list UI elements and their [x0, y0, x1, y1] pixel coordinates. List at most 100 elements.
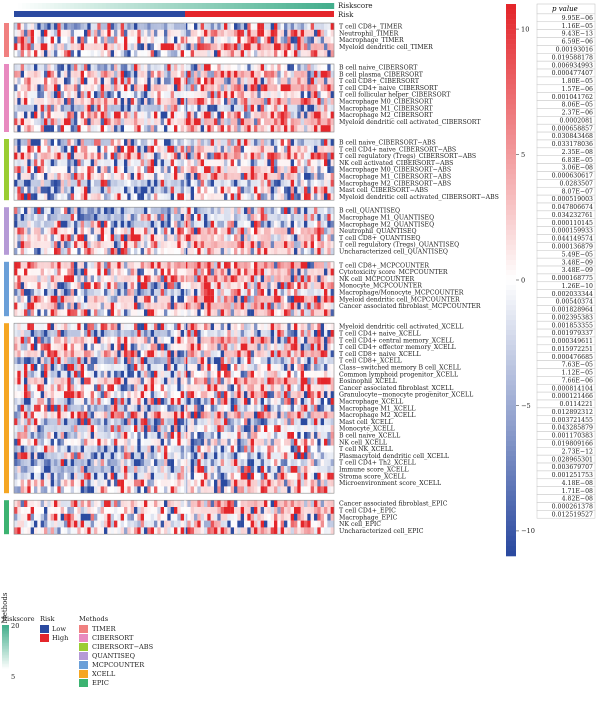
heat-cell: [70, 330, 75, 337]
heat-cell: [194, 377, 198, 385]
heat-cell: [100, 350, 105, 358]
heat-cell: [30, 323, 35, 331]
heat-cell: [17, 309, 21, 317]
heat-cell: [197, 139, 201, 146]
heat-cell: [227, 145, 231, 153]
heat-cell: [177, 377, 181, 385]
heat-cell: [24, 43, 28, 51]
heat-cell: [174, 343, 178, 351]
heat-cell: [240, 309, 245, 317]
heat-cell: [170, 241, 175, 249]
heat-cell: [250, 350, 255, 358]
heat-cell: [117, 357, 121, 365]
heat-cell: [107, 91, 111, 99]
heat-cell: [224, 220, 228, 228]
heat-cell: [164, 364, 168, 371]
heat-cell: [270, 234, 275, 242]
heat-cell: [150, 282, 155, 290]
heat-cell: [74, 391, 78, 399]
heat-cell: [197, 343, 201, 351]
heat-cell: [194, 193, 198, 201]
heat-cell: [140, 152, 145, 160]
heat-cell: [80, 384, 85, 392]
heat-cell: [107, 295, 111, 303]
heat-cell: [234, 323, 238, 331]
heat-cell: [20, 207, 25, 215]
heat-cell: [224, 23, 228, 30]
heat-cell: [180, 64, 185, 71]
heat-cell: [224, 43, 228, 51]
heat-cell: [307, 391, 311, 399]
heat-cell: [74, 43, 78, 51]
heat-cell: [240, 98, 245, 105]
heat-cell: [187, 166, 191, 174]
heat-cell: [164, 179, 168, 187]
heat-cell: [124, 391, 128, 399]
heat-cell: [140, 268, 145, 276]
heat-cell: [190, 234, 195, 242]
heat-cell: [80, 323, 85, 331]
heat-cell: [177, 323, 181, 331]
heat-cell: [317, 323, 321, 331]
heat-cell: [114, 36, 118, 44]
heat-cell: [114, 220, 118, 228]
heat-cell: [304, 70, 308, 78]
heat-cell: [310, 50, 315, 58]
heat-cell: [184, 330, 188, 337]
heat-cell: [97, 145, 101, 153]
heat-cell: [197, 398, 201, 405]
heat-cell: [230, 384, 235, 392]
heat-cell: [267, 125, 271, 133]
heat-cell: [150, 125, 155, 133]
heat-cell: [164, 357, 168, 365]
heat-cell: [264, 261, 268, 269]
heat-cell: [184, 343, 188, 351]
heat-cell: [237, 36, 241, 44]
heat-cell: [297, 70, 301, 78]
heat-cell: [134, 77, 138, 85]
heat-cell: [50, 268, 55, 276]
heat-cell: [107, 173, 111, 180]
heat-cell: [164, 248, 168, 255]
heat-cell: [274, 186, 278, 194]
heat-cell: [47, 364, 51, 371]
heat-cell: [330, 370, 335, 378]
heat-cell: [87, 234, 91, 242]
heat-cell: [204, 323, 208, 331]
heat-cell: [107, 330, 111, 337]
heat-cell: [60, 207, 65, 215]
heat-cell: [234, 166, 238, 174]
heat-cell: [57, 275, 61, 283]
heat-cell: [50, 364, 55, 371]
heat-cell: [220, 357, 225, 365]
heat-cell: [120, 227, 125, 235]
heat-cell: [100, 179, 105, 187]
heat-cell: [260, 139, 265, 146]
heat-cell: [24, 91, 28, 99]
heat-cell: [247, 50, 251, 58]
heat-cell: [187, 145, 191, 153]
heat-cell: [320, 70, 325, 78]
heat-cell: [137, 398, 141, 405]
heat-cell: [54, 23, 58, 30]
heat-cell: [24, 36, 28, 44]
heat-cell: [237, 261, 241, 269]
heat-cell: [280, 309, 285, 317]
heat-cell: [240, 275, 245, 283]
heat-cell: [160, 364, 165, 371]
heat-cell: [250, 295, 255, 303]
heat-cell: [330, 323, 335, 331]
heat-cell: [107, 343, 111, 351]
heat-cell: [324, 398, 328, 405]
heat-cell: [170, 220, 175, 228]
heat-cell: [94, 193, 98, 201]
heat-cell: [300, 364, 305, 371]
heat-cell: [114, 139, 118, 146]
heat-cell: [104, 289, 108, 296]
heat-cell: [70, 289, 75, 296]
heat-cell: [117, 118, 121, 126]
heat-cell: [67, 50, 71, 58]
heat-cell: [120, 248, 125, 255]
heat-cell: [250, 179, 255, 187]
